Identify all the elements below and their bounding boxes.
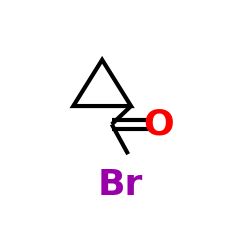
Text: O: O [144, 107, 174, 141]
Text: Br: Br [98, 168, 143, 202]
